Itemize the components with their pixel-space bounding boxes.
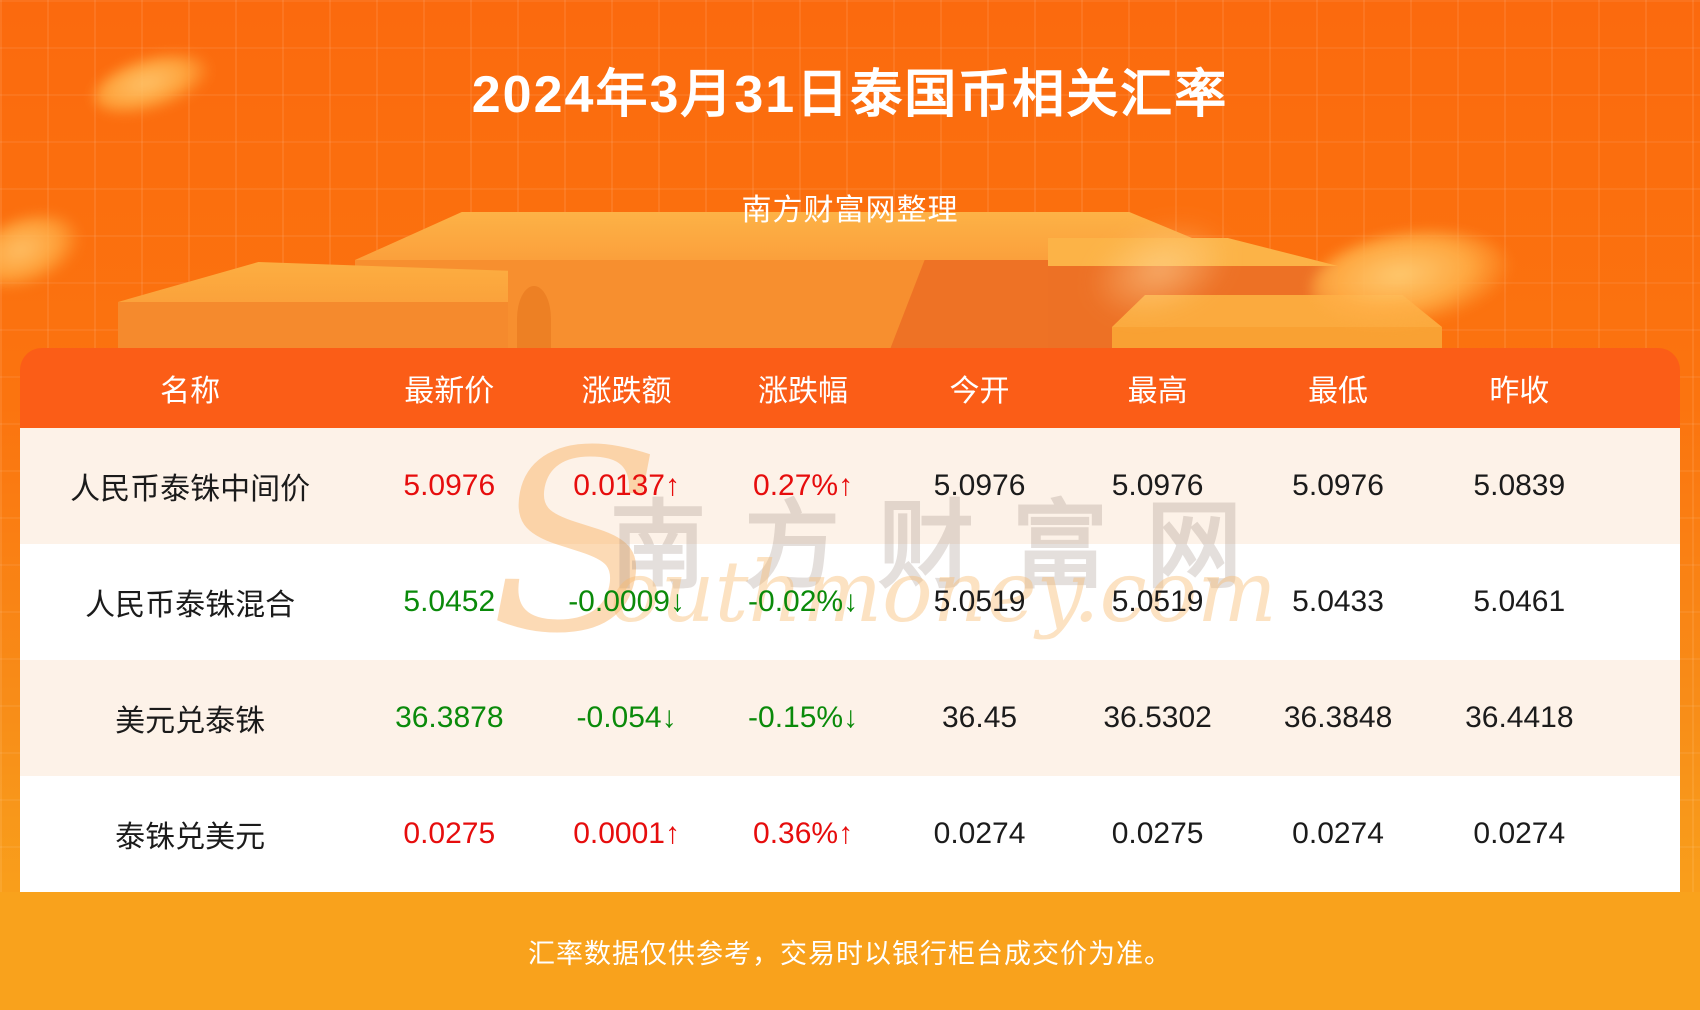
column-header-label: 今开 <box>949 375 1010 408</box>
table-row: 美元兑泰铢 36.3878 -0.054↓ -0.15%↓ 36.45 36.5302 36… <box>20 660 1680 776</box>
cell-value: 36.45 <box>942 701 1018 734</box>
table-cell-latest: 5.0976 <box>360 469 538 503</box>
table-cell-high: 5.0519 <box>1068 585 1248 619</box>
column-header-label: 涨跌额 <box>581 375 672 408</box>
cell-value: 5.0519 <box>1111 585 1204 618</box>
cell-value: 5.0461 <box>1473 585 1566 618</box>
column-header: 名称 <box>20 366 360 410</box>
table-cell-name: 人民币泰铢中间价 <box>20 464 360 508</box>
footer-disclaimer: 汇率数据仅供参考，交易时以银行柜台成交价为准。 <box>528 938 1172 969</box>
leaf-decoration <box>1304 218 1516 338</box>
table-cell-name: 泰铢兑美元 <box>20 812 360 856</box>
podium-arch-decoration <box>455 280 489 352</box>
cell-value: 0.0275 <box>1111 817 1204 850</box>
table-cell-change: -0.054↓ <box>538 701 714 735</box>
cell-value: 0.0001↑ <box>573 817 680 850</box>
cell-value: 5.0839 <box>1473 469 1566 502</box>
column-header: 最高 <box>1068 366 1248 410</box>
table-cell-name: 人民币泰铢混合 <box>20 580 360 624</box>
column-header-label: 最高 <box>1127 375 1188 408</box>
table-body: 人民币泰铢中间价 5.0976 0.0137↑ 0.27%↑ 5.0976 5.0976 5… <box>20 428 1680 892</box>
cell-value: 36.5302 <box>1103 701 1212 734</box>
table-cell-change: 0.0137↑ <box>538 469 714 503</box>
table-cell-change: 0.0001↑ <box>538 817 714 851</box>
table-cell-high: 36.5302 <box>1068 701 1248 735</box>
table-cell-low: 36.3848 <box>1247 701 1428 735</box>
cell-value: 0.0274 <box>933 817 1026 850</box>
table-cell-open: 5.0519 <box>891 585 1067 619</box>
table-cell-open: 36.45 <box>891 701 1067 735</box>
table-cell-low: 5.0433 <box>1247 585 1428 619</box>
table-cell-prev_close: 36.4418 <box>1429 701 1610 735</box>
podium-arch-decoration <box>517 286 551 352</box>
table-cell-change: -0.0009↓ <box>538 585 714 619</box>
cell-value: 0.0275 <box>403 817 496 850</box>
cell-value: 0.0274 <box>1473 817 1566 850</box>
podium-front-face <box>1112 327 1442 348</box>
table-cell-change_pct: 0.27%↑ <box>715 469 891 503</box>
column-header: 今开 <box>891 366 1067 410</box>
table-cell-latest: 36.3878 <box>360 701 538 735</box>
cell-value: 人民币泰铢中间价 <box>70 473 311 506</box>
column-header-label: 昨收 <box>1489 375 1550 408</box>
column-header: 涨跌幅 <box>715 366 891 410</box>
table-cell-open: 5.0976 <box>891 469 1067 503</box>
cell-value: 36.3878 <box>395 701 504 734</box>
table-cell-low: 5.0976 <box>1247 469 1428 503</box>
column-header-label: 名称 <box>160 375 221 408</box>
table-cell-prev_close: 0.0274 <box>1429 817 1610 851</box>
page-title: 2024年3月31日泰国币相关汇率 <box>471 66 1229 124</box>
cell-value: 0.0274 <box>1292 817 1384 850</box>
cell-value: 5.0976 <box>1111 469 1204 502</box>
cell-value: -0.0009↓ <box>568 585 685 618</box>
table-cell-change_pct: 0.36%↑ <box>715 817 891 851</box>
cell-value: 36.3848 <box>1283 701 1393 734</box>
table-cell-prev_close: 5.0461 <box>1429 585 1610 619</box>
podium-front-face <box>118 302 508 348</box>
page-header: 2024年3月31日泰国币相关汇率 南方财富网整理 <box>0 0 1700 229</box>
table-row: 人民币泰铢中间价 5.0976 0.0137↑ 0.27%↑ 5.0976 5.0976 5… <box>20 428 1680 544</box>
cell-value: 36.4418 <box>1465 701 1574 734</box>
table-cell-name: 美元兑泰铢 <box>20 696 360 740</box>
cell-value: 0.27%↑ <box>753 469 854 502</box>
podium-top-face <box>118 262 508 302</box>
table-cell-high: 0.0275 <box>1068 817 1248 851</box>
column-header-label: 涨跌幅 <box>758 375 849 408</box>
cell-value: 5.0976 <box>1292 469 1384 502</box>
cell-value: 5.0976 <box>403 469 496 502</box>
column-header-label: 最低 <box>1308 375 1369 408</box>
cell-value: 人民币泰铢混合 <box>85 589 296 622</box>
table-row: 人民币泰铢混合 5.0452 -0.0009↓ -0.02%↓ 5.0519 5.0519… <box>20 544 1680 660</box>
column-header: 最新价 <box>360 366 538 410</box>
table-cell-prev_close: 5.0839 <box>1429 469 1610 503</box>
column-header-label: 最新价 <box>404 375 495 408</box>
table-cell-change_pct: -0.02%↓ <box>715 585 891 619</box>
cell-value: 泰铢兑美元 <box>115 821 266 854</box>
cell-value: -0.02%↓ <box>748 585 859 618</box>
table-header-row: 名称 最新价 涨跌额 涨跌幅 今开 最高 最低 昨收 <box>20 348 1680 428</box>
page-footer: 汇率数据仅供参考，交易时以银行柜台成交价为准。 <box>0 892 1700 1010</box>
column-header: 昨收 <box>1429 366 1610 410</box>
table-cell-latest: 0.0275 <box>360 817 538 851</box>
cell-value: -0.15%↓ <box>748 701 859 734</box>
exchange-rate-table: 名称 最新价 涨跌额 涨跌幅 今开 最高 最低 昨收 人民币泰铢中间价 5.0976 0.0137… <box>20 348 1680 892</box>
cell-value: 美元兑泰铢 <box>115 705 266 738</box>
table-cell-low: 0.0274 <box>1247 817 1428 851</box>
column-header: 最低 <box>1247 366 1428 410</box>
table-cell-high: 5.0976 <box>1068 469 1248 503</box>
cell-value: 5.0452 <box>403 585 496 618</box>
table-cell-open: 0.0274 <box>891 817 1067 851</box>
podium-left-decoration <box>118 262 508 348</box>
cell-value: 5.0519 <box>933 585 1026 618</box>
cell-value: -0.054↓ <box>576 701 677 734</box>
column-header: 涨跌额 <box>538 366 714 410</box>
table-row: 泰铢兑美元 0.0275 0.0001↑ 0.36%↑ 0.0274 0.0275 0.02… <box>20 776 1680 892</box>
cell-value: 5.0976 <box>933 469 1026 502</box>
cell-value: 0.36%↑ <box>753 817 854 850</box>
page-subtitle: 南方财富网整理 <box>741 194 959 227</box>
cell-value: 5.0433 <box>1292 585 1384 618</box>
table-cell-latest: 5.0452 <box>360 585 538 619</box>
cell-value: 0.0137↑ <box>573 469 680 502</box>
table-cell-change_pct: -0.15%↓ <box>715 701 891 735</box>
